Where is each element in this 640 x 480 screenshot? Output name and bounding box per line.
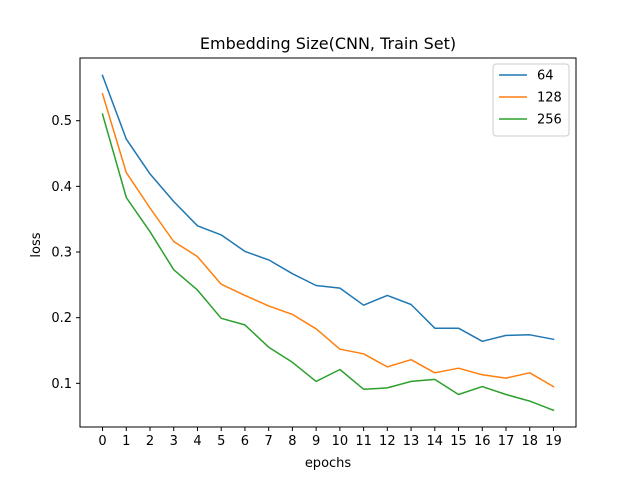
x-tick-label: 0 — [98, 434, 106, 449]
chart-title: Embedding Size(CNN, Train Set) — [200, 34, 456, 53]
series-line-128 — [101, 92, 555, 388]
x-tick-label: 18 — [521, 434, 538, 449]
x-tick-label: 15 — [450, 434, 467, 449]
y-axis-label: loss — [29, 232, 44, 257]
legend-box — [492, 63, 570, 137]
x-tick-label: 19 — [545, 434, 562, 449]
x-tick-label: 7 — [265, 434, 273, 449]
x-tick-label: 10 — [332, 434, 349, 449]
axes-frame — [79, 57, 577, 428]
x-tick-label: 12 — [379, 434, 396, 449]
y-tick-label: 0.1 — [51, 377, 72, 392]
x-tick-label: 2 — [146, 434, 154, 449]
x-tick-label: 8 — [288, 434, 296, 449]
x-tick-label: 1 — [122, 434, 130, 449]
x-tick-label: 14 — [427, 434, 444, 449]
plot-area: 0 1 2 3 4 5 6 7 8 9 10 11 12 13 14 15 16 17 18 190.10.20.30… — [51, 57, 577, 449]
x-tick-label: 4 — [193, 434, 201, 449]
legend: 64 128 256 — [492, 63, 570, 137]
x-tick-label: 6 — [241, 434, 249, 449]
legend-label-256: 256 — [537, 113, 562, 128]
legend-label-128: 128 — [537, 91, 562, 106]
x-tick-label: 9 — [312, 434, 320, 449]
y-tick-label: 0.2 — [51, 311, 72, 326]
y-tick-label: 0.3 — [51, 246, 72, 261]
x-tick-label: 13 — [403, 434, 420, 449]
legend-label-64: 64 — [537, 69, 554, 84]
x-tick-label: 3 — [170, 434, 178, 449]
series-line-256 — [101, 113, 555, 412]
series-line-64 — [101, 74, 555, 343]
x-axis-label: epochs — [305, 456, 352, 471]
x-tick-label: 5 — [217, 434, 225, 449]
y-tick-label: 0.5 — [51, 114, 72, 129]
x-tick-label: 16 — [474, 434, 491, 449]
x-tick-label: 17 — [498, 434, 515, 449]
y-tick-label: 0.4 — [51, 180, 72, 195]
x-tick-label: 11 — [355, 434, 372, 449]
